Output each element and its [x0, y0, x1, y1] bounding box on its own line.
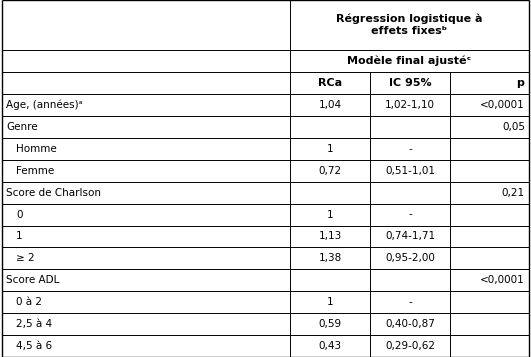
- Text: 1: 1: [327, 297, 333, 307]
- Text: 0,29-0,62: 0,29-0,62: [385, 341, 435, 351]
- Text: RCa: RCa: [318, 78, 342, 88]
- Text: 0,05: 0,05: [502, 122, 525, 132]
- Text: 0,21: 0,21: [502, 188, 525, 198]
- Text: 0: 0: [16, 210, 22, 220]
- Text: Score ADL: Score ADL: [6, 275, 59, 285]
- Text: IC 95%: IC 95%: [389, 78, 431, 88]
- Text: 1,02-1,10: 1,02-1,10: [385, 100, 435, 110]
- Text: Homme: Homme: [16, 144, 57, 154]
- Text: 0,95-2,00: 0,95-2,00: [385, 253, 435, 263]
- Text: <0,0001: <0,0001: [480, 100, 525, 110]
- Text: ≥ 2: ≥ 2: [16, 253, 35, 263]
- Text: Femme: Femme: [16, 166, 54, 176]
- Text: 1,38: 1,38: [319, 253, 341, 263]
- Text: 1: 1: [327, 210, 333, 220]
- Text: Score de Charlson: Score de Charlson: [6, 188, 101, 198]
- Text: Régression logistique à
effets fixesᵇ: Régression logistique à effets fixesᵇ: [336, 14, 483, 36]
- Text: 2,5 à 4: 2,5 à 4: [16, 319, 52, 329]
- Text: 0,74-1,71: 0,74-1,71: [385, 231, 435, 241]
- Text: 0,51-1,01: 0,51-1,01: [385, 166, 435, 176]
- Text: 0 à 2: 0 à 2: [16, 297, 42, 307]
- Text: -: -: [408, 210, 412, 220]
- Text: p: p: [516, 78, 524, 88]
- Text: 0,72: 0,72: [319, 166, 341, 176]
- Text: -: -: [408, 297, 412, 307]
- Text: <0,0001: <0,0001: [480, 275, 525, 285]
- Text: -: -: [408, 144, 412, 154]
- Text: Modèle final ajustéᶜ: Modèle final ajustéᶜ: [347, 56, 472, 66]
- Text: Age, (années)ᵃ: Age, (années)ᵃ: [6, 100, 83, 110]
- Text: 1,13: 1,13: [319, 231, 341, 241]
- Text: 1: 1: [327, 144, 333, 154]
- Text: 0,43: 0,43: [319, 341, 341, 351]
- Text: 1,04: 1,04: [319, 100, 341, 110]
- Text: 1: 1: [16, 231, 23, 241]
- Text: Genre: Genre: [6, 122, 38, 132]
- Text: 4,5 à 6: 4,5 à 6: [16, 341, 52, 351]
- Text: 0,59: 0,59: [319, 319, 341, 329]
- Text: 0,40-0,87: 0,40-0,87: [385, 319, 435, 329]
